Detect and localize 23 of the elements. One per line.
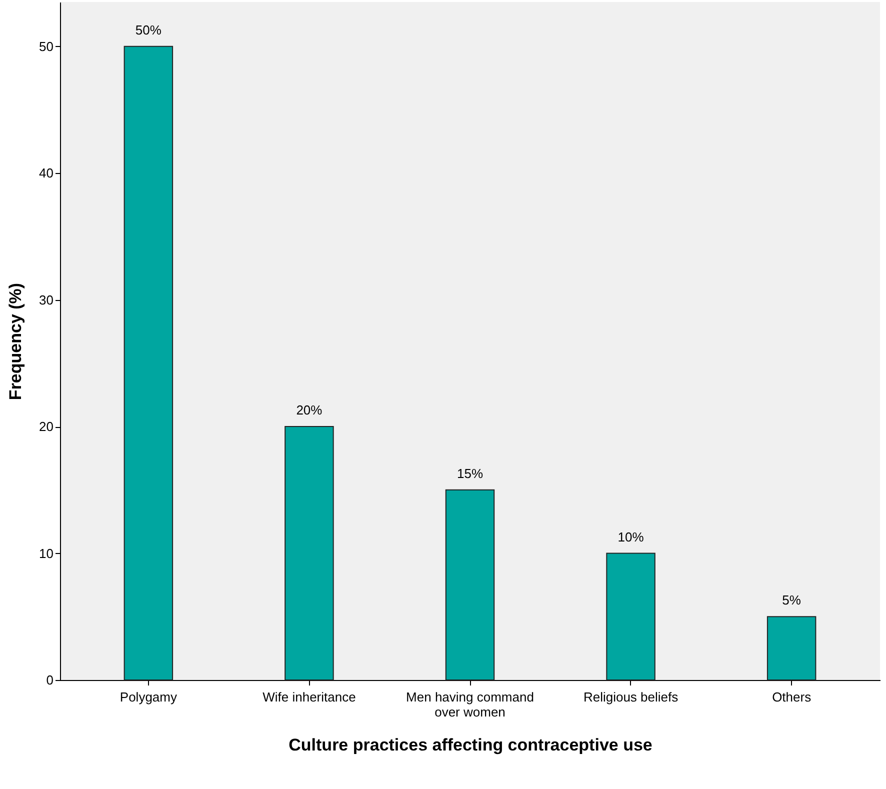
- bar: [606, 552, 656, 680]
- data-label: 50%: [135, 22, 162, 38]
- data-label: 15%: [456, 466, 484, 481]
- data-label: 20%: [296, 402, 323, 418]
- x-tick-label: Polygamy: [120, 690, 178, 704]
- x-tick-label: Men having command over women: [406, 690, 534, 720]
- bar: [766, 616, 816, 680]
- data-label: 10%: [618, 529, 644, 544]
- x-axis-title: Culture practices affecting contraceptive use: [288, 736, 652, 754]
- y-tick-label: 0: [46, 672, 54, 688]
- y-tick-label: 40: [39, 166, 54, 181]
- x-tick-label: Religious beliefs: [583, 690, 679, 704]
- y-tick-label: 10: [39, 546, 54, 561]
- y-axis-title: Frequency (%): [6, 282, 26, 400]
- y-tick-label: 20: [39, 419, 54, 434]
- y-tick-label: 30: [39, 292, 54, 308]
- bar: [284, 426, 334, 680]
- y-tick-label: 50: [39, 38, 54, 54]
- x-tick-label: Others: [772, 690, 812, 704]
- bar: [124, 46, 174, 680]
- bar: [445, 489, 495, 680]
- x-tick-label: Wife inheritance: [262, 690, 356, 704]
- data-label: 5%: [782, 592, 802, 608]
